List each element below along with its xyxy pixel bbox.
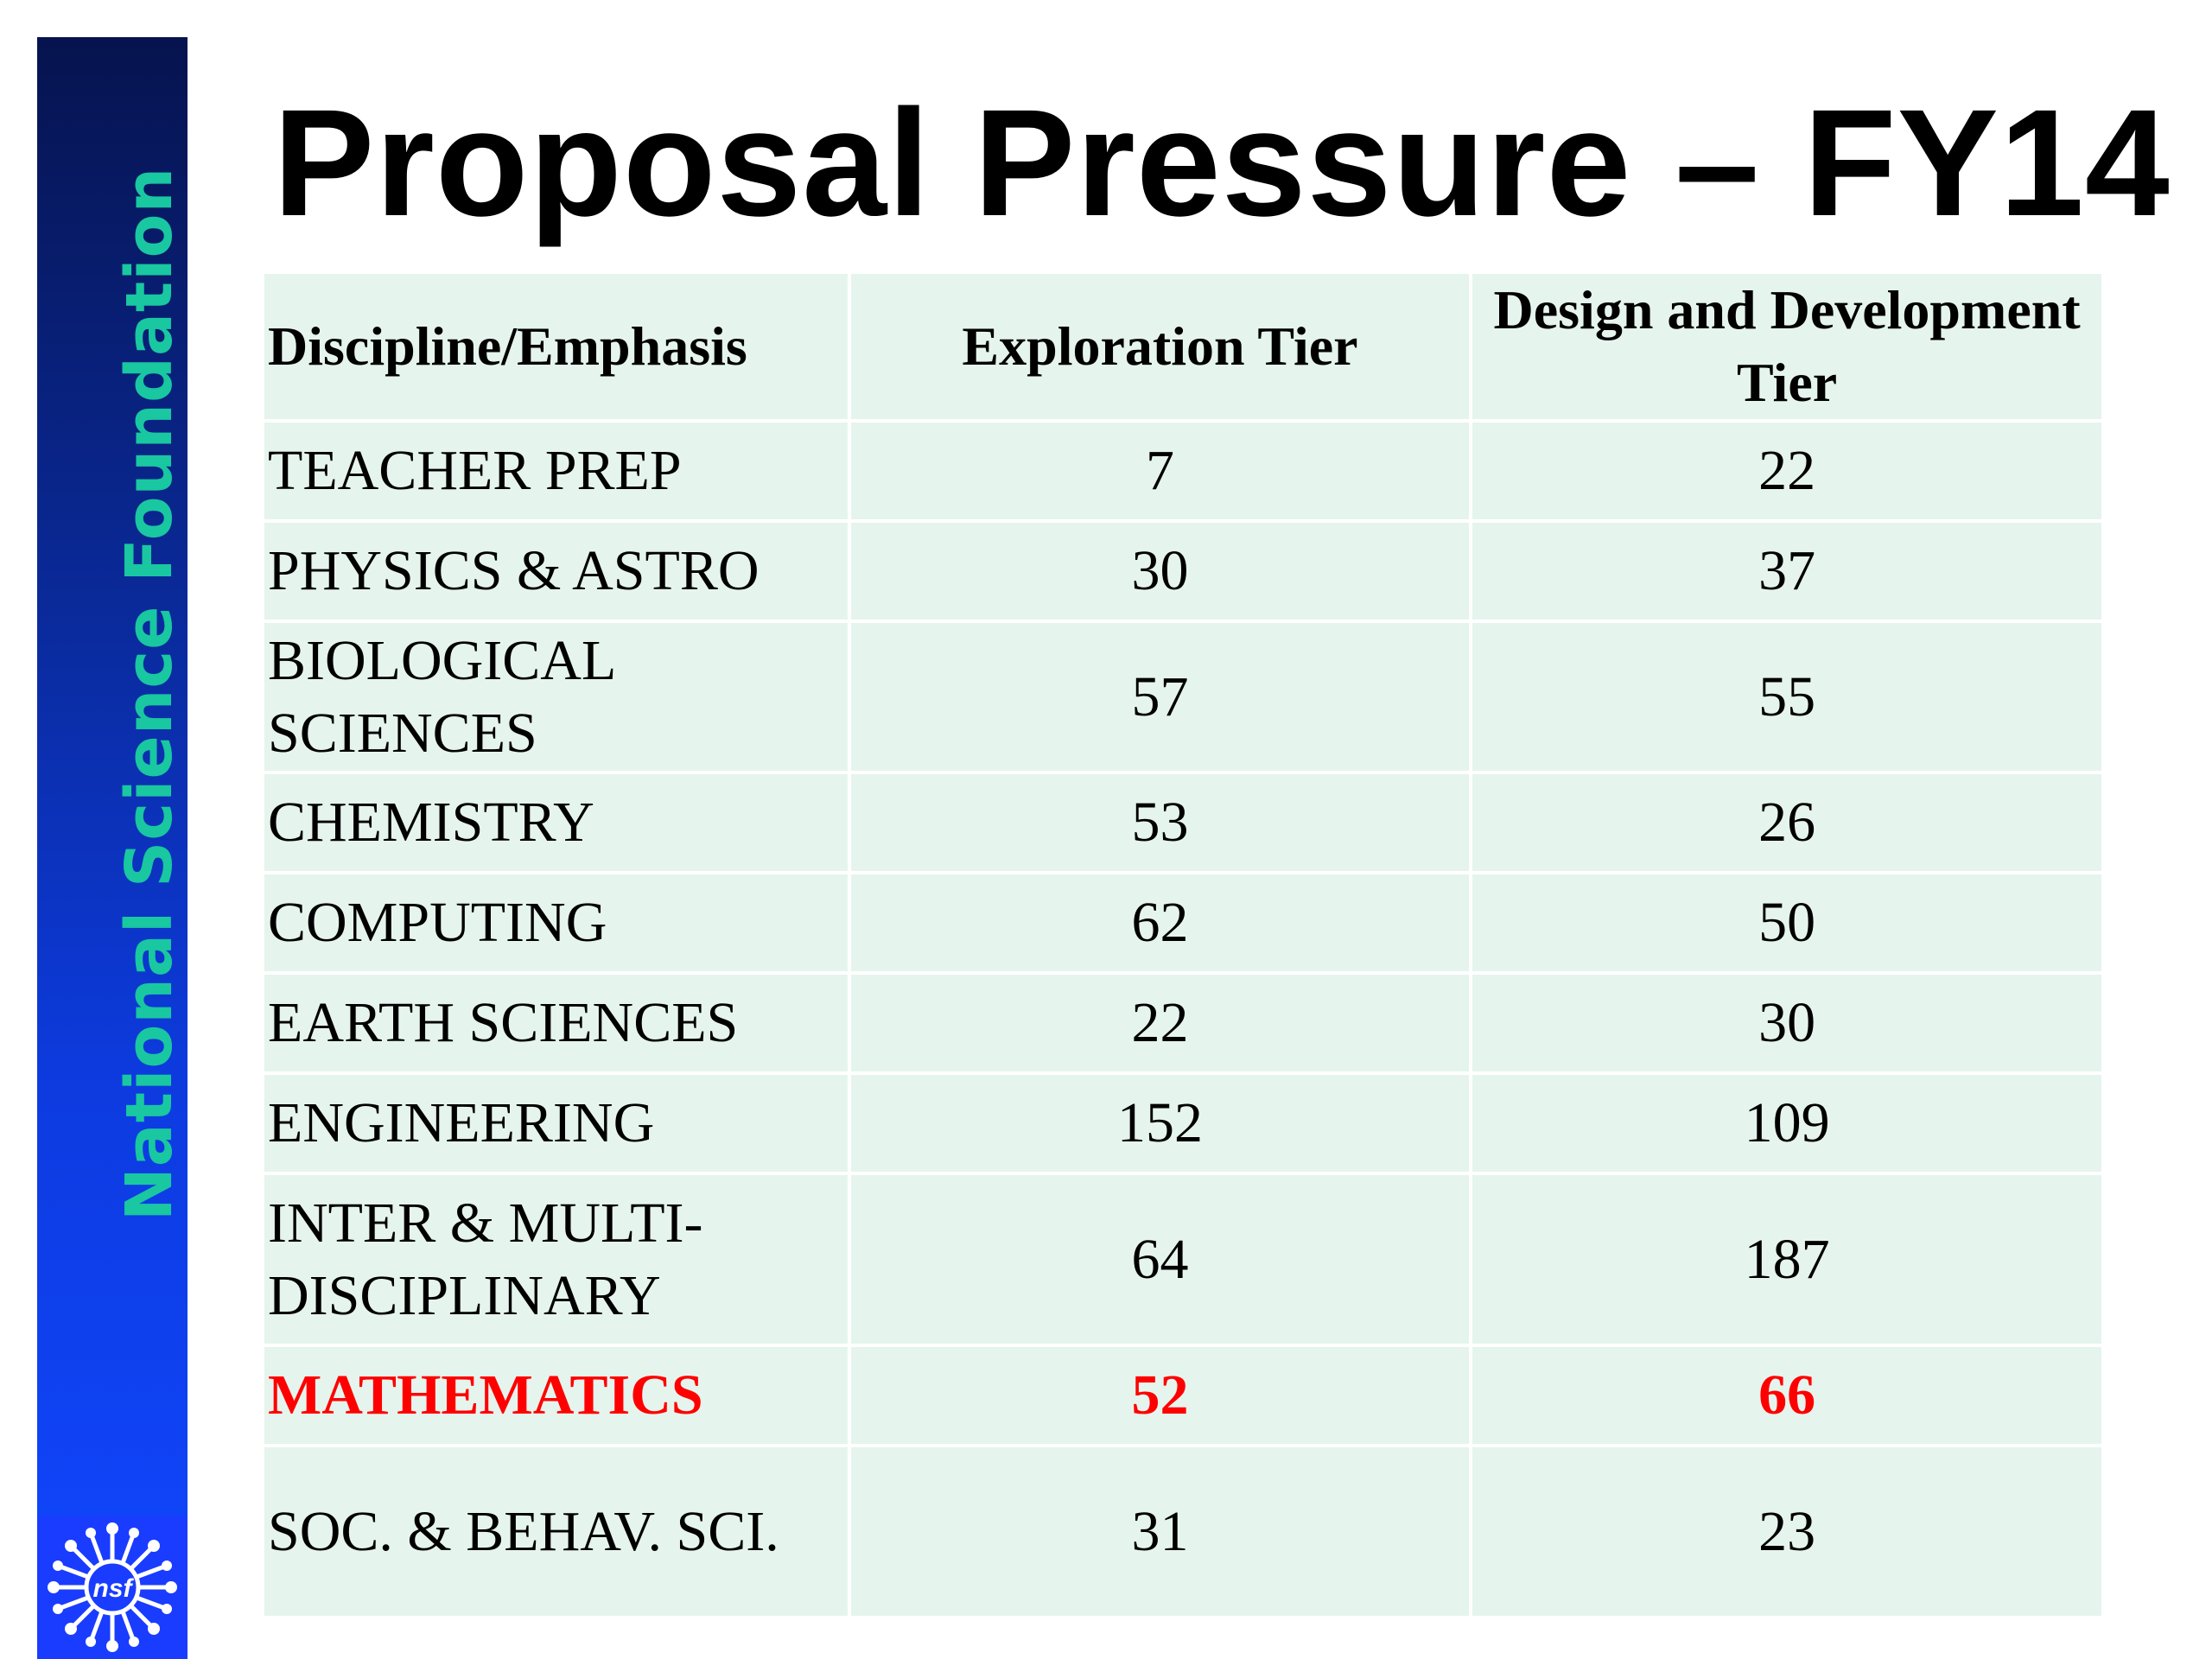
table-row: COMPUTING 62 50 — [261, 871, 2105, 975]
table-row: INTER & MULTI-DISCIPLINARY 64 187 — [261, 1172, 2105, 1347]
header-design: Design and Development Tier — [1469, 270, 2105, 423]
design-cell: 109 — [1469, 1071, 2105, 1175]
discipline-cell: EARTH SCIENCES — [261, 971, 851, 1075]
discipline-cell: SOC. & BEHAV. SCI. — [261, 1444, 851, 1619]
design-cell: 37 — [1469, 519, 2105, 623]
slide-title: Proposal Pressure – FY14 — [273, 79, 2171, 248]
table-row: CHEMISTRY 53 26 — [261, 771, 2105, 874]
exploration-cell: 22 — [847, 971, 1473, 1075]
nsf-logo-icon: nsf — [48, 1522, 177, 1652]
exploration-cell: 52 — [847, 1344, 1473, 1447]
design-cell: 22 — [1469, 419, 2105, 523]
design-cell: 55 — [1469, 620, 2105, 774]
table-row: ENGINEERING 152 109 — [261, 1071, 2105, 1175]
exploration-cell: 62 — [847, 871, 1473, 975]
design-cell: 26 — [1469, 771, 2105, 874]
discipline-cell: CHEMISTRY — [261, 771, 851, 874]
table-row: BIOLOGICAL SCIENCES 57 55 — [261, 620, 2105, 774]
table-row-highlighted: MATHEMATICS 52 66 — [261, 1344, 2105, 1447]
table-row: EARTH SCIENCES 22 30 — [261, 971, 2105, 1075]
discipline-cell: COMPUTING — [261, 871, 851, 975]
design-cell: 187 — [1469, 1172, 2105, 1347]
discipline-cell: TEACHER PREP — [261, 419, 851, 523]
table-row: PHYSICS & ASTRO 30 37 — [261, 519, 2105, 623]
nsf-logo: nsf — [37, 1516, 188, 1659]
discipline-cell: BIOLOGICAL SCIENCES — [261, 620, 851, 774]
discipline-cell: INTER & MULTI-DISCIPLINARY — [261, 1172, 851, 1347]
exploration-cell: 57 — [847, 620, 1473, 774]
sidebar-organization-name: National Science Foundation — [112, 166, 187, 1222]
logo-text: nsf — [93, 1574, 135, 1603]
exploration-cell: 53 — [847, 771, 1473, 874]
exploration-cell: 152 — [847, 1071, 1473, 1175]
table-row: SOC. & BEHAV. SCI. 31 23 — [261, 1444, 2105, 1619]
discipline-cell: ENGINEERING — [261, 1071, 851, 1175]
header-exploration: Exploration Tier — [847, 270, 1473, 423]
design-cell: 30 — [1469, 971, 2105, 1075]
table-header-row: Discipline/Emphasis Exploration Tier Des… — [261, 270, 2105, 423]
table-row: TEACHER PREP 7 22 — [261, 419, 2105, 523]
sidebar-banner: National Science Foundation — [37, 37, 188, 1659]
exploration-cell: 7 — [847, 419, 1473, 523]
discipline-cell: PHYSICS & ASTRO — [261, 519, 851, 623]
design-cell: 50 — [1469, 871, 2105, 975]
header-discipline: Discipline/Emphasis — [261, 270, 851, 423]
discipline-cell: MATHEMATICS — [261, 1344, 851, 1447]
design-cell: 23 — [1469, 1444, 2105, 1619]
exploration-cell: 30 — [847, 519, 1473, 623]
design-cell: 66 — [1469, 1344, 2105, 1447]
proposal-table: Discipline/Emphasis Exploration Tier Des… — [261, 270, 2105, 1619]
exploration-cell: 31 — [847, 1444, 1473, 1619]
exploration-cell: 64 — [847, 1172, 1473, 1347]
